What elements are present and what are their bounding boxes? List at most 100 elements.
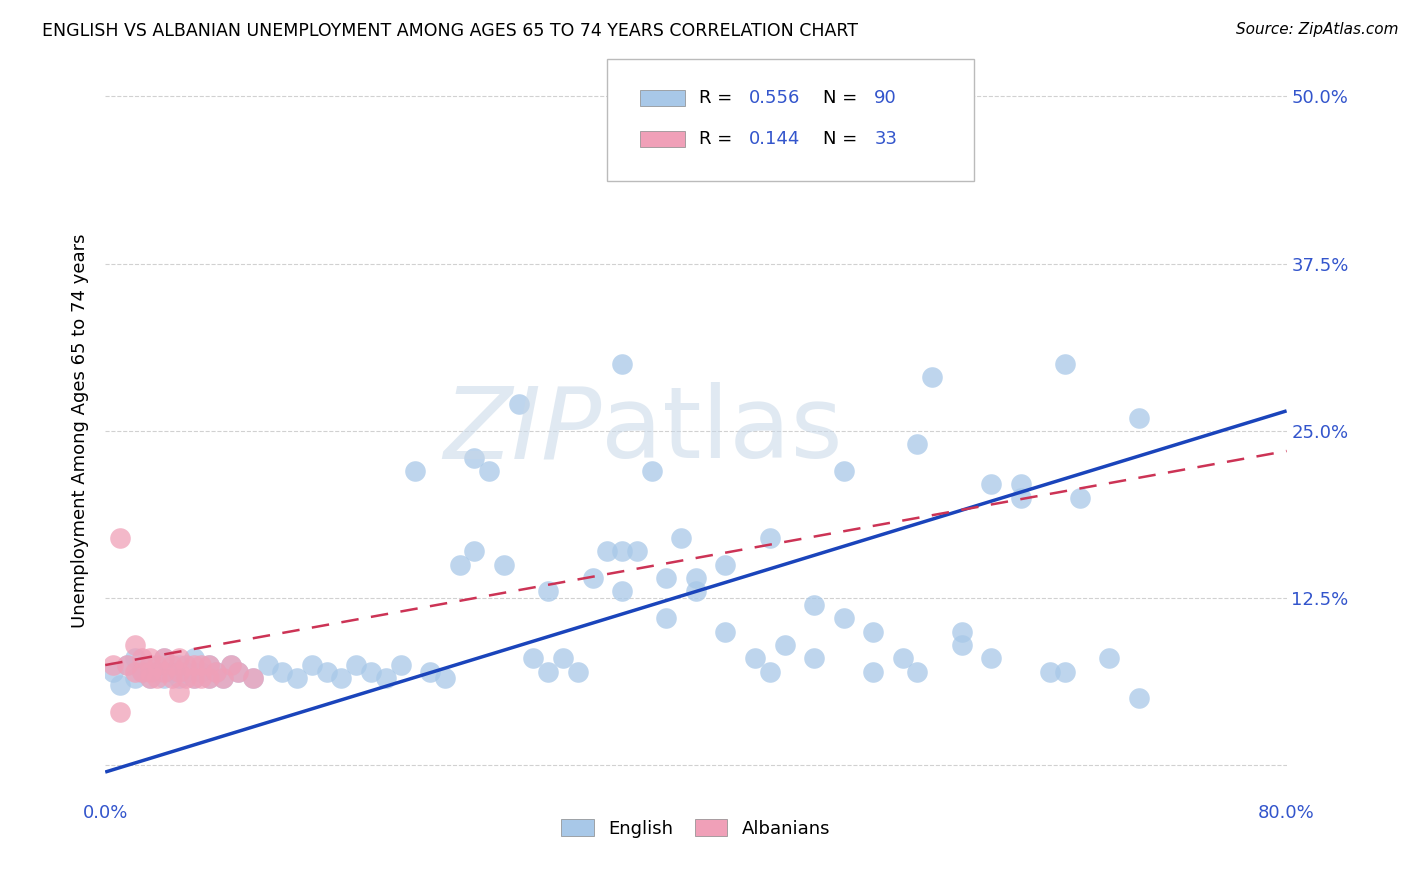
Point — [537, 665, 560, 679]
Text: 90: 90 — [875, 88, 897, 107]
Text: 33: 33 — [875, 130, 897, 148]
Point — [138, 651, 160, 665]
Point — [950, 638, 973, 652]
Point — [226, 665, 249, 679]
Point — [1054, 665, 1077, 679]
Point — [160, 658, 183, 673]
Point — [197, 658, 219, 673]
Point — [1128, 691, 1150, 706]
Point — [714, 624, 737, 639]
Point — [138, 658, 160, 673]
Point — [205, 665, 228, 679]
Point — [219, 658, 242, 673]
Point — [1054, 357, 1077, 371]
Point — [285, 672, 308, 686]
FancyBboxPatch shape — [640, 131, 685, 147]
Point — [567, 665, 589, 679]
Point — [176, 665, 198, 679]
Point — [160, 665, 183, 679]
Point — [197, 672, 219, 686]
Point — [463, 450, 485, 465]
Point — [522, 651, 544, 665]
FancyBboxPatch shape — [640, 89, 685, 106]
Point — [131, 651, 153, 665]
Point — [404, 464, 426, 478]
Point — [212, 672, 235, 686]
Point — [478, 464, 501, 478]
Point — [1010, 477, 1032, 491]
Point — [138, 672, 160, 686]
Point — [832, 611, 855, 625]
Point — [921, 370, 943, 384]
Point — [640, 464, 662, 478]
Y-axis label: Unemployment Among Ages 65 to 74 years: Unemployment Among Ages 65 to 74 years — [72, 234, 89, 628]
Point — [197, 672, 219, 686]
Point — [492, 558, 515, 572]
Point — [905, 665, 928, 679]
Point — [1039, 665, 1062, 679]
Point — [124, 672, 146, 686]
Point — [146, 658, 169, 673]
Point — [212, 672, 235, 686]
Point — [256, 658, 278, 673]
Point — [124, 665, 146, 679]
Point — [433, 672, 456, 686]
Point — [980, 651, 1002, 665]
Point — [167, 658, 190, 673]
Point — [242, 672, 264, 686]
Point — [758, 665, 780, 679]
Point — [891, 651, 914, 665]
Point — [271, 665, 294, 679]
Point — [862, 624, 884, 639]
Point — [117, 658, 139, 673]
Point — [138, 672, 160, 686]
Point — [183, 672, 205, 686]
Point — [1010, 491, 1032, 505]
Point — [183, 658, 205, 673]
Point — [773, 638, 796, 652]
Point — [124, 651, 146, 665]
Point — [108, 531, 131, 545]
Point — [242, 672, 264, 686]
Point — [803, 598, 825, 612]
Point — [862, 665, 884, 679]
Point — [980, 477, 1002, 491]
Point — [167, 685, 190, 699]
Point — [1128, 410, 1150, 425]
Point — [1098, 651, 1121, 665]
Text: ZIP: ZIP — [443, 383, 602, 479]
Point — [190, 665, 212, 679]
Point — [832, 464, 855, 478]
Point — [167, 672, 190, 686]
Point — [389, 658, 412, 673]
Point — [744, 651, 766, 665]
Point — [950, 624, 973, 639]
Point — [146, 672, 169, 686]
Point — [374, 672, 396, 686]
Point — [758, 531, 780, 545]
Point — [669, 531, 692, 545]
Text: atlas: atlas — [602, 383, 844, 479]
Point — [508, 397, 530, 411]
Point — [330, 672, 353, 686]
Point — [108, 678, 131, 692]
Legend: English, Albanians: English, Albanians — [554, 812, 838, 845]
Point — [449, 558, 471, 572]
Point — [655, 611, 678, 625]
Point — [315, 665, 337, 679]
Text: 0.144: 0.144 — [749, 130, 800, 148]
Text: N =: N = — [824, 88, 863, 107]
Point — [167, 651, 190, 665]
Point — [537, 584, 560, 599]
Point — [596, 544, 619, 558]
Point — [146, 665, 169, 679]
Point — [183, 651, 205, 665]
Point — [153, 651, 176, 665]
Point — [685, 571, 707, 585]
Text: R =: R = — [699, 130, 738, 148]
Point — [219, 658, 242, 673]
Text: ENGLISH VS ALBANIAN UNEMPLOYMENT AMONG AGES 65 TO 74 YEARS CORRELATION CHART: ENGLISH VS ALBANIAN UNEMPLOYMENT AMONG A… — [42, 22, 858, 40]
Point — [301, 658, 323, 673]
Point — [419, 665, 441, 679]
Point — [153, 651, 176, 665]
